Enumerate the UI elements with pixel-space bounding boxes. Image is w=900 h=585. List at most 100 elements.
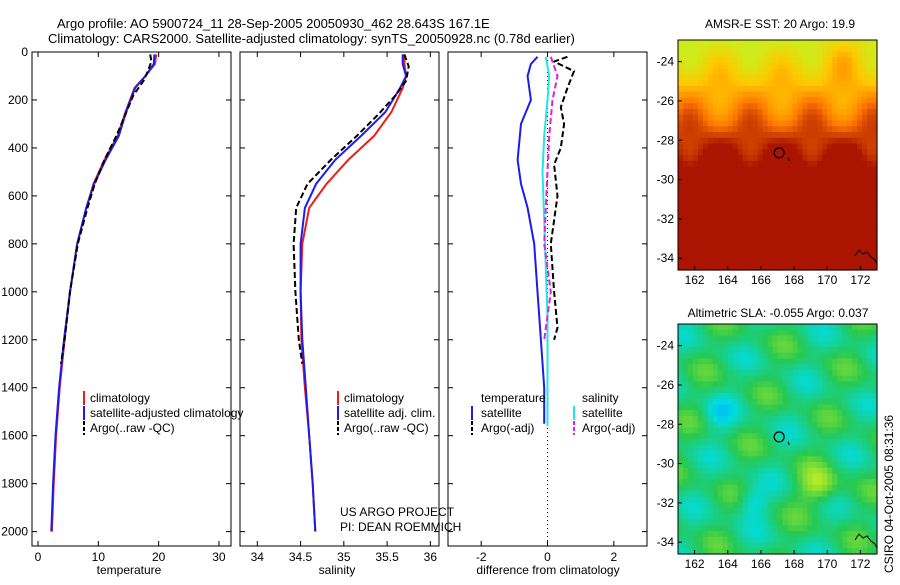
heatmap-cell [852,531,858,538]
heatmap-cell [707,212,714,219]
xtick-label: 2 [610,550,617,564]
heatmap-cell [872,206,878,214]
heatmap-cell [812,416,818,423]
heatmap-cell [847,247,853,254]
heatmap-cell [757,109,764,116]
heatmap-cell [678,421,684,429]
heatmap-cell [777,519,784,526]
heatmap-cell [752,218,759,225]
heatmap-cell [802,68,808,76]
heatmap-cell [847,103,853,110]
heatmap-cell [772,508,779,515]
heatmap-cell [867,114,873,122]
ytick-label: 600 [8,189,28,203]
heatmap-cell [742,137,749,145]
heatmap-cell [722,172,729,179]
heatmap-cell [782,80,789,87]
heatmap-cell [682,149,689,156]
heatmap-cell [802,364,808,371]
heatmap-cell [772,97,779,104]
heatmap-cell [772,80,779,87]
heatmap-cell [807,427,813,434]
heatmap-cell [782,329,789,337]
heatmap-cell [827,51,833,58]
heatmap-cell [737,439,744,446]
heatmap-cell [742,126,749,133]
heatmap-cell [687,160,694,168]
heatmap-cell [812,57,818,64]
heatmap-cell [757,485,764,492]
heatmap-cell [767,548,774,555]
heatmap-cell [752,57,759,64]
heatmap-cell [752,473,759,480]
heatmap-cell [717,109,724,116]
heatmap-cell [747,536,754,544]
heatmap-cell [862,427,868,434]
heatmap-cell [827,103,833,110]
heatmap-cell [742,375,749,383]
heatmap-cell [842,114,848,122]
heatmap-cell [737,525,744,532]
heatmap-cell [692,241,699,248]
heatmap-cell [727,542,734,549]
heatmap-cell [817,166,823,173]
heatmap-cell [732,80,739,87]
heatmap-cell [692,235,699,242]
heatmap-cell [732,502,739,509]
heatmap-cell [767,51,774,58]
map-frame [677,39,878,271]
heatmap-cell [777,341,784,348]
heatmap-cell [867,404,873,411]
heatmap-cell [772,404,779,411]
heatmap-cell [847,531,853,538]
heatmap-cell [707,536,714,544]
heatmap-cell [817,548,823,555]
heatmap-cell [722,479,729,486]
heatmap-cell [787,166,794,173]
heatmap-cell [822,166,828,173]
heatmap-cell [707,398,714,406]
heatmap-cell [822,206,828,214]
heatmap-cell [777,421,784,429]
heatmap-cell [678,40,684,47]
heatmap-cell [822,63,828,70]
heatmap-cell [762,201,769,208]
heatmap-cell [812,393,818,400]
heatmap-cell [777,132,784,139]
heatmap-cell [822,341,828,348]
heatmap-cell [767,45,774,53]
heatmap-cell [762,160,769,168]
heatmap-cell [752,91,759,99]
heatmap-cell [722,542,729,549]
heatmap-cell [682,166,689,173]
heatmap-cell [802,525,808,532]
heatmap-cell [682,341,689,348]
heatmap-cell [817,358,823,365]
heatmap-cell [772,485,779,492]
heatmap-cell [702,542,709,549]
heatmap-cell [682,229,689,237]
heatmap-cell [832,74,838,81]
heatmap-cell [857,40,863,47]
heatmap-cell [807,218,813,225]
heatmap-cell [732,103,739,110]
heatmap-cell [812,421,818,429]
heatmap-cell [822,479,828,486]
heatmap-cell [792,63,798,70]
heatmap-cell [817,329,823,337]
heatmap-cell [857,473,863,480]
heatmap-cell [802,456,808,463]
heatmap-cell [752,525,759,532]
heatmap-cell [762,149,769,156]
heatmap-cell [862,183,868,191]
heatmap-cell [817,352,823,360]
heatmap-cell [777,387,784,394]
heatmap-cell [832,404,838,411]
heatmap-cell [817,63,823,70]
heatmap-cell [722,531,729,538]
heatmap-cell [678,172,684,179]
heatmap-cell [678,143,684,150]
heatmap-cell [727,370,734,377]
heatmap-cell [692,364,699,371]
heatmap-cell [732,126,739,133]
